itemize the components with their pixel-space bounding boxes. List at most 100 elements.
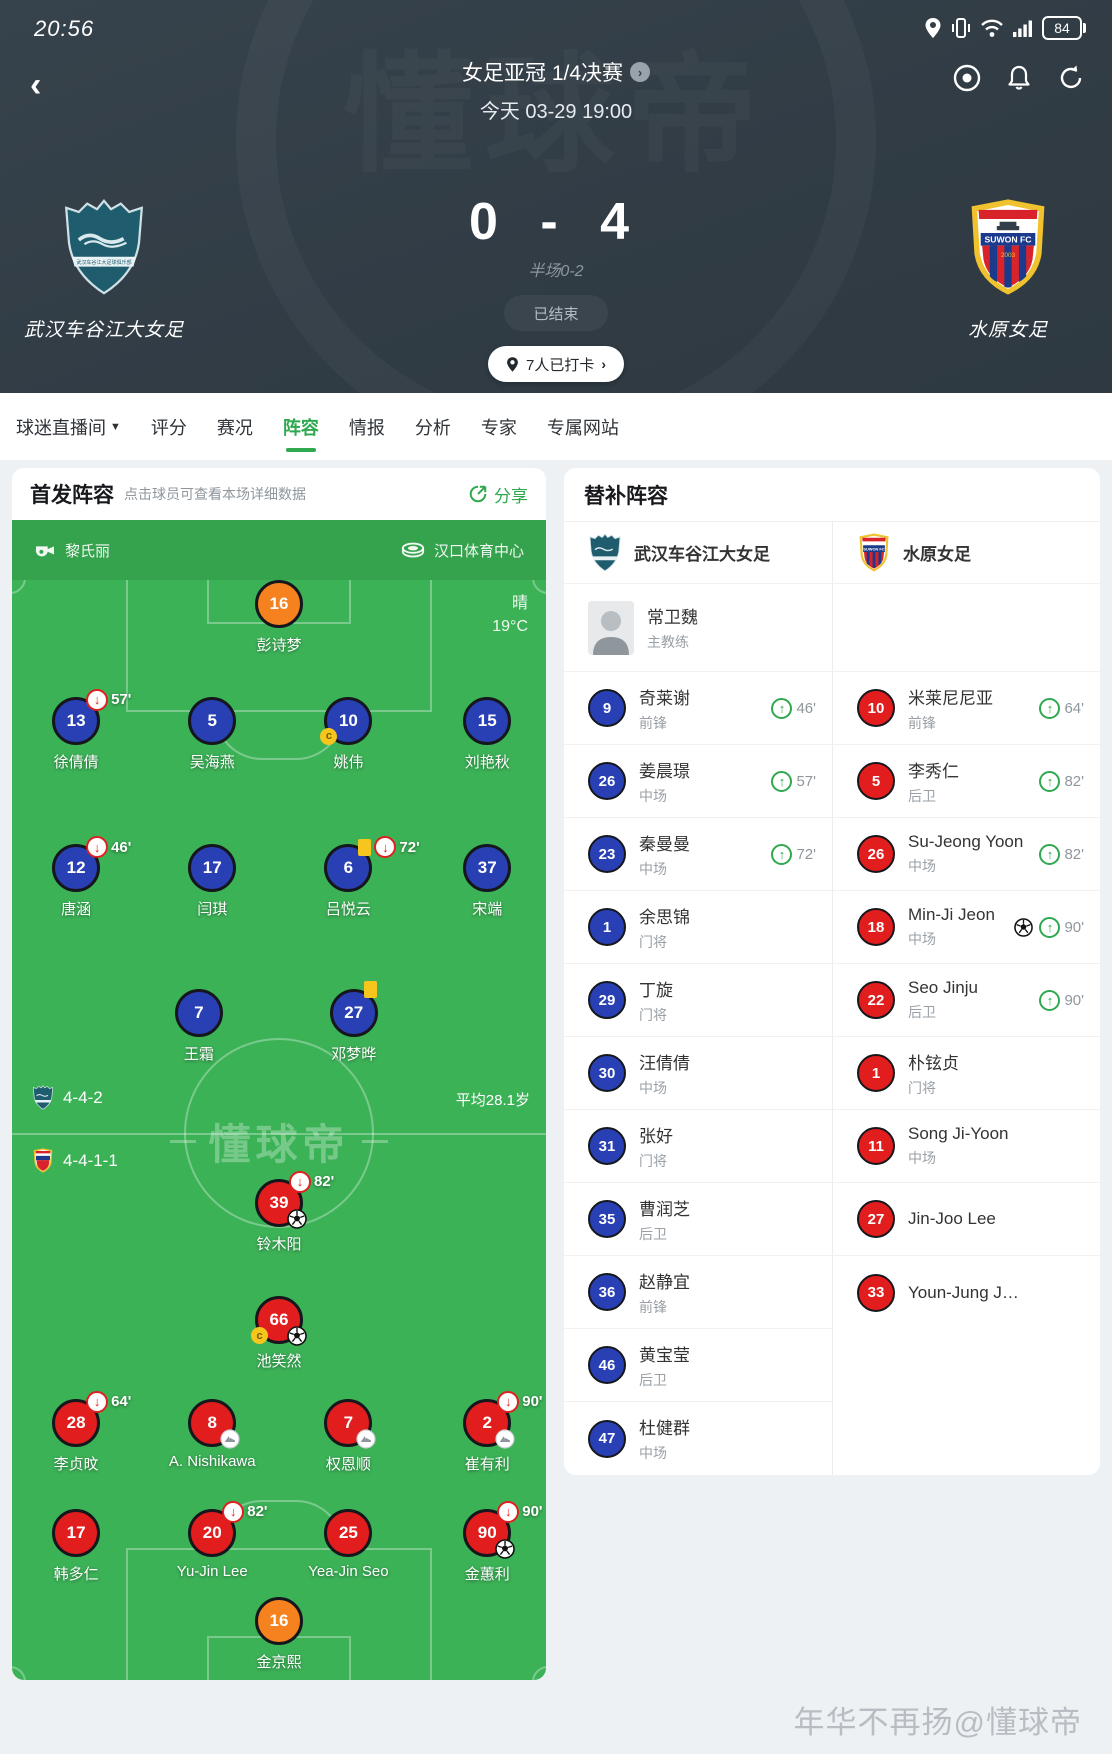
tab-分析[interactable]: 分析 xyxy=(415,393,451,460)
sub-player-number: 47 xyxy=(588,1419,626,1458)
sub-row-away-22[interactable]: 22 Seo Jinju 后卫 ↑ 90' xyxy=(832,964,1100,1037)
sub-row-home-23[interactable]: 23 秦曼曼 中场 ↑ 72' xyxy=(564,818,832,891)
player-number-circle: 13 ↓ 57' xyxy=(52,688,131,745)
sub-in-icon: ↑ xyxy=(771,843,793,865)
pitch-player-17-home[interactable]: 17 闫琪 xyxy=(142,844,282,919)
player-number-circle: 66 c xyxy=(251,1296,307,1347)
sub-in-minute: 90' xyxy=(1064,991,1084,1009)
sub-player-name: 赵静宜 xyxy=(639,1272,690,1292)
pitch-player-12-home[interactable]: 12 ↓ 46' 唐涵 xyxy=(12,836,146,919)
pitch-player-20-away[interactable]: 20 ↓ 82' Yu-Jin Lee xyxy=(142,1500,282,1580)
pitch-player-7-away[interactable]: 7 权恩顺 xyxy=(278,1398,418,1474)
sub-player-number: 29 xyxy=(588,981,626,1019)
player-name: 姚伟 xyxy=(333,753,364,771)
pitch-player-2-away[interactable]: 2 ↓ 90' 崔有利 xyxy=(417,1390,546,1474)
sub-row-away-1[interactable]: 1 朴铉贞 门将 xyxy=(832,1037,1100,1110)
pitch-player-15-home[interactable]: 15 刘艳秋 xyxy=(417,696,546,772)
sub-player-number: 10 xyxy=(857,689,895,727)
checkin-chevron-icon: › xyxy=(601,356,607,372)
subs-away-team-name: 水原女足 xyxy=(903,545,971,564)
sub-row-away-33[interactable]: 33 Youn-Jung J… xyxy=(832,1256,1100,1329)
tab-球迷直播间[interactable]: 球迷直播间 ▼ xyxy=(16,393,121,460)
sub-row-home-36[interactable]: 36 赵静宜 前锋 xyxy=(564,1256,832,1329)
referee-venue-bar: 黎氏丽 汉口体育中心 xyxy=(12,520,546,580)
checkin-pill[interactable]: 7人已打卡 › xyxy=(487,346,625,382)
sub-row-away-26[interactable]: 26 Su-Jeong Yoon 中场 ↑ 82' xyxy=(832,818,1100,891)
home-mini-crest xyxy=(32,1085,54,1110)
sub-row-home-29[interactable]: 29 丁旋 门将 xyxy=(564,964,832,1037)
share-button[interactable]: 分享 xyxy=(468,482,528,507)
sub-player-name: 黄宝莹 xyxy=(639,1345,690,1365)
pitch-player-66-away[interactable]: 66 c 池笑然 xyxy=(209,1296,349,1371)
pitch-player-28-away[interactable]: 28 ↓ 64' 李贞旼 xyxy=(12,1390,146,1474)
player-badges: ↓ 90' xyxy=(497,1390,543,1413)
vibrate-icon xyxy=(952,18,970,38)
sub-row-home-1[interactable]: 1 余思锦 门将 xyxy=(564,891,832,964)
sub-player-position: 中场 xyxy=(639,1445,667,1461)
pitch-player-27-home[interactable]: 27 邓梦晔 xyxy=(284,981,424,1064)
sub-row-home-47[interactable]: 47 杜健群 中场 xyxy=(564,1402,832,1475)
player-number-circle: 25 xyxy=(324,1508,373,1557)
sub-row-away-10[interactable]: 10 米莱尼尼亚 前锋 ↑ 64' xyxy=(832,672,1100,745)
sub-player-name: Min-Ji Jeon xyxy=(908,905,995,924)
sub-row-home-30[interactable]: 30 汪倩倩 中场 xyxy=(564,1037,832,1110)
match-title-row[interactable]: 女足亚冠 1/4决赛 › xyxy=(462,57,651,87)
tab-赛况[interactable]: 赛况 xyxy=(217,393,253,460)
player-number-circle: 16 xyxy=(255,580,303,629)
record-icon[interactable] xyxy=(952,63,982,93)
pitch-player-90-away[interactable]: 90 ↓ 90' 金蕙利 xyxy=(417,1500,546,1584)
player-name: 王霜 xyxy=(183,1046,214,1064)
sub-player-position: 中场 xyxy=(639,787,667,804)
subs-away-team-header[interactable]: SUWON FC 水原女足 xyxy=(832,522,1100,584)
tab-专属网站[interactable]: 专属网站 xyxy=(547,393,619,460)
sub-row-away-5[interactable]: 5 李秀仁 后卫 ↑ 82' xyxy=(832,745,1100,818)
tab-情报[interactable]: 情报 xyxy=(349,393,385,460)
goal-ball-icon xyxy=(1014,917,1034,937)
coach-name: 常卫魏 xyxy=(647,608,698,627)
pitch-player-25-away[interactable]: 25 Yea-Jin Seo xyxy=(278,1508,418,1580)
away-team-crest: SUWON FC 2003 xyxy=(971,199,1045,295)
pitch-player-37-home[interactable]: 37 宋端 xyxy=(417,844,546,919)
tab-bar: 球迷直播间 ▼ 评分 赛况 阵容 情报 分析 专家 专属网站 xyxy=(0,393,1112,460)
sub-player-number: 30 xyxy=(588,1054,626,1092)
goal-ball-icon xyxy=(287,1326,307,1347)
sub-row-home-35[interactable]: 35 曹润芝 后卫 xyxy=(564,1183,832,1256)
pitch-player-13-home[interactable]: 13 ↓ 57' 徐倩倩 xyxy=(12,688,146,772)
pitch-player-16-gk[interactable]: 16 彭诗梦 xyxy=(209,580,349,655)
sub-in-icon: ↑ xyxy=(1039,770,1061,792)
back-button[interactable]: ‹ xyxy=(30,66,42,104)
pitch-player-16-gk[interactable]: 16 金京熙 xyxy=(209,1596,349,1672)
pitch-player-8-away[interactable]: 8 A. Nishikawa xyxy=(142,1398,282,1470)
sub-row-home-31[interactable]: 31 张好 门将 xyxy=(564,1110,832,1183)
player-name: 吕悦云 xyxy=(325,901,371,919)
pitch-player-10-home[interactable]: 10 c 姚伟 xyxy=(278,696,418,772)
sub-row-away-27[interactable]: 27 Jin-Joo Lee xyxy=(832,1183,1100,1256)
refresh-icon[interactable] xyxy=(1056,63,1086,93)
tab-评分[interactable]: 评分 xyxy=(151,393,187,460)
pitch-player-17-away[interactable]: 17 韩多仁 xyxy=(12,1508,146,1584)
pitch-player-39-away[interactable]: 39 ↓ 82' 铃木阳 xyxy=(209,1170,349,1254)
player-number-circle: 20 ↓ 82' xyxy=(188,1500,268,1557)
tab-阵容[interactable]: 阵容 xyxy=(283,393,319,460)
sub-row-away-11[interactable]: 11 Song Ji-Yoon 中场 xyxy=(832,1110,1100,1183)
coach-row[interactable]: 常卫魏 主教练 xyxy=(564,584,832,672)
player-number-circle: 7 xyxy=(324,1398,377,1449)
tab-专家[interactable]: 专家 xyxy=(481,393,517,460)
subs-home-team-header[interactable]: 武汉车谷江大女足 xyxy=(564,522,832,584)
bell-icon[interactable] xyxy=(1004,63,1034,93)
sub-row-home-46[interactable]: 46 黄宝莹 后卫 xyxy=(564,1329,832,1402)
pitch-player-5-home[interactable]: 5 吴海燕 xyxy=(142,696,282,772)
sub-row-home-26[interactable]: 26 姜晨璟 中场 ↑ 57' xyxy=(564,745,832,818)
player-badges: ↓ 46' xyxy=(86,836,131,859)
half-time-score: 半场0-2 xyxy=(528,263,584,280)
sub-out-icon: ↓ xyxy=(86,688,109,711)
home-team-block[interactable]: 武汉车谷江大足球俱乐部 武汉车谷江大女足 xyxy=(0,198,214,342)
sub-in-minute: 46' xyxy=(796,699,816,717)
pitch-player-6-home[interactable]: 6 ↓ 72' 吕悦云 xyxy=(278,836,420,919)
sub-row-home-9[interactable]: 9 奇莱谢 前锋 ↑ 46' xyxy=(564,672,832,745)
player-name: Yu-Jin Lee xyxy=(176,1562,248,1580)
away-team-block[interactable]: SUWON FC 2003 水原女足 xyxy=(898,198,1112,342)
pitch-player-7-home[interactable]: 7 王霜 xyxy=(129,989,269,1064)
sub-row-away-18[interactable]: 18 Min-Ji Jeon 中场 ↑ 90' xyxy=(832,891,1100,964)
